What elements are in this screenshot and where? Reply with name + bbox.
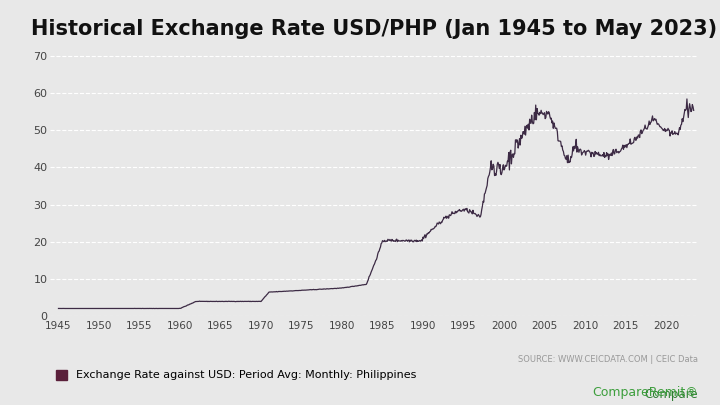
Text: SOURCE: WWW.CEICDATA.COM | CEIC Data: SOURCE: WWW.CEICDATA.COM | CEIC Data (518, 356, 698, 364)
Legend: Exchange Rate against USD: Period Avg: Monthly: Philippines: Exchange Rate against USD: Period Avg: M… (56, 370, 416, 380)
Title: Historical Exchange Rate USD/PHP (Jan 1945 to May 2023): Historical Exchange Rate USD/PHP (Jan 19… (32, 19, 717, 39)
Text: CompareRemit®: CompareRemit® (593, 386, 698, 399)
Text: Compare: Compare (645, 388, 698, 401)
Text: CompareRemit®: CompareRemit® (581, 388, 697, 401)
